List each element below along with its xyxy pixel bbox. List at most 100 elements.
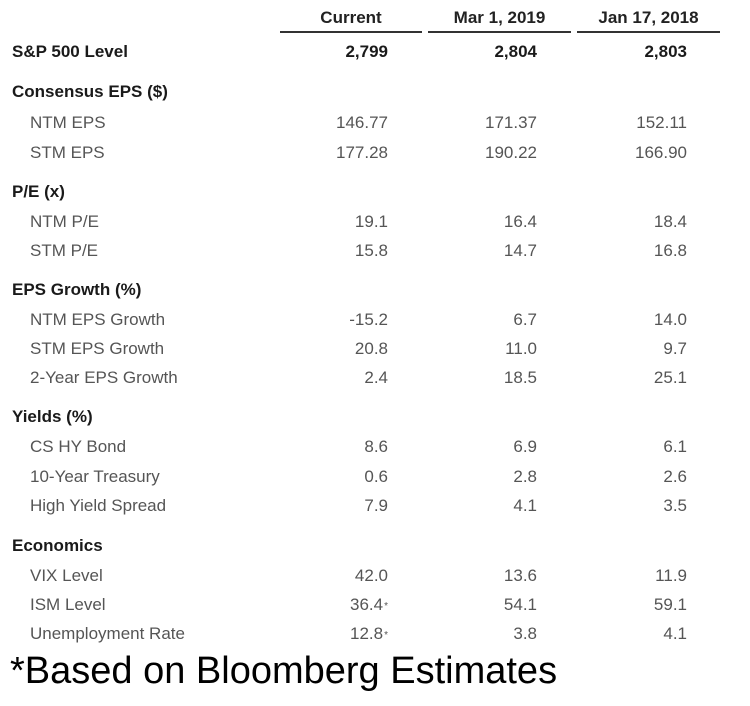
cell-jan-2018: 2.6 [663, 463, 687, 491]
table-row: STM EPS Growth 20.8 11.0 9.7 [0, 335, 750, 363]
cell-value: 16.4 [503, 212, 537, 231]
section-header: EPS Growth (%) [0, 276, 750, 304]
cell-value: 11.0 [505, 339, 537, 358]
row-label: Unemployment Rate [30, 624, 185, 643]
column-header-underline [280, 31, 422, 33]
column-header-current: Current [320, 8, 382, 27]
cell-value: 152.11 [636, 113, 687, 132]
cell-jan-2018: 16.8 [654, 237, 687, 265]
row-label: STM EPS [30, 143, 105, 162]
cell-value: 11.9 [655, 566, 687, 585]
row-label: NTM EPS [30, 113, 106, 132]
cell-value: 2,799 [345, 42, 388, 61]
cell-mar-2019: 54.1 [504, 591, 537, 619]
cell-value: 19.1 [354, 212, 388, 231]
column-header-underline [428, 31, 571, 33]
cell-value: 16.8 [653, 241, 687, 260]
cell-current: 36.4* [350, 591, 388, 619]
estimate-flag: * [384, 630, 388, 641]
section-header: Consensus EPS ($) [0, 78, 750, 106]
cell-jan-2018: 4.1 [663, 620, 687, 648]
cell-value: 36.4 [350, 595, 384, 614]
cell-mar-2019: 16.4 [504, 208, 537, 236]
cell-value: 146.77 [336, 113, 388, 132]
row-label: VIX Level [30, 566, 103, 585]
cell-value: 12.8 [350, 624, 384, 643]
table-row: 10-Year Treasury 0.6 2.8 2.6 [0, 463, 750, 491]
cell-value: 190.22 [485, 143, 537, 162]
table-row: CS HY Bond 8.6 6.9 6.1 [0, 433, 750, 461]
cell-mar-2019: 13.6 [504, 562, 537, 590]
cell-mar-2019: 3.8 [513, 620, 537, 648]
cell-current: 15.8 [355, 237, 388, 265]
table-row: S&P 500 Level 2,799 2,804 2,803 [0, 38, 750, 66]
cell-current: 2,799 [345, 38, 388, 66]
cell-current: 20.8 [355, 335, 388, 363]
cell-jan-2018: 166.90 [635, 139, 687, 167]
cell-current: 2.4 [364, 364, 388, 392]
cell-value: 42.0 [354, 566, 388, 585]
column-header-underline [577, 31, 720, 33]
table-row: NTM EPS 146.77 171.37 152.11 [0, 109, 750, 137]
cell-value: 0.6 [364, 467, 388, 486]
cell-mar-2019: 171.37 [485, 109, 537, 137]
cell-value: 13.6 [503, 566, 537, 585]
cell-value: 54.1 [503, 595, 537, 614]
cell-value: 8.6 [364, 437, 388, 456]
cell-value: -15.2 [349, 310, 388, 329]
cell-value: 25.1 [653, 368, 687, 387]
section-title: Yields (%) [12, 407, 93, 426]
cell-jan-2018: 25.1 [654, 364, 687, 392]
cell-value: 6.1 [663, 437, 687, 456]
table-row: STM P/E 15.8 14.7 16.8 [0, 237, 750, 265]
footnote: *Based on Bloomberg Estimates [10, 650, 558, 692]
row-label: CS HY Bond [30, 437, 127, 456]
cell-value: 2.4 [364, 368, 388, 387]
table-row: NTM EPS Growth -15.2 6.7 14.0 [0, 306, 750, 334]
cell-jan-2018: 2,803 [644, 38, 687, 66]
table-row: VIX Level 42.0 13.6 11.9 [0, 562, 750, 590]
cell-mar-2019: 4.1 [513, 492, 537, 520]
cell-value: 4.1 [513, 496, 537, 515]
cell-value: 3.8 [513, 624, 537, 643]
cell-current: 177.28 [336, 139, 388, 167]
cell-value: 6.9 [513, 437, 537, 456]
cell-current: 12.8* [350, 620, 388, 648]
cell-value: 177.28 [336, 143, 388, 162]
cell-current: 19.1 [355, 208, 388, 236]
cell-mar-2019: 6.9 [513, 433, 537, 461]
cell-value: 2,804 [494, 42, 537, 61]
cell-value: 20.8 [354, 339, 388, 358]
cell-mar-2019: 190.22 [485, 139, 537, 167]
cell-jan-2018: 14.0 [654, 306, 687, 334]
section-title: P/E (x) [12, 182, 65, 201]
cell-jan-2018: 9.7 [663, 335, 687, 363]
cell-value: 2,803 [644, 42, 687, 61]
cell-value: 166.90 [635, 143, 687, 162]
cell-jan-2018: 11.9 [655, 562, 687, 590]
row-label: STM EPS Growth [30, 339, 165, 358]
cell-jan-2018: 6.1 [663, 433, 687, 461]
cell-value: 18.5 [503, 368, 537, 387]
cell-current: 7.9 [364, 492, 388, 520]
table-row: ISM Level 36.4* 54.1 59.1 [0, 591, 750, 619]
cell-value: 7.9 [364, 496, 388, 515]
table-row: STM EPS 177.28 190.22 166.90 [0, 139, 750, 167]
table-row: NTM P/E 19.1 16.4 18.4 [0, 208, 750, 236]
cell-value: 2.8 [513, 467, 537, 486]
cell-value: 3.5 [663, 496, 687, 515]
cell-current: 42.0 [355, 562, 388, 590]
section-header: Yields (%) [0, 403, 750, 431]
row-label: 10-Year Treasury [30, 467, 160, 486]
cell-jan-2018: 59.1 [654, 591, 687, 619]
estimate-flag: * [384, 601, 388, 612]
cell-mar-2019: 6.7 [513, 306, 537, 334]
row-label: STM P/E [30, 241, 99, 260]
cell-value: 15.8 [354, 241, 388, 260]
cell-current: -15.2 [349, 306, 388, 334]
cell-value: 18.4 [653, 212, 687, 231]
table-row: Unemployment Rate 12.8* 3.8 4.1 [0, 620, 750, 648]
cell-mar-2019: 18.5 [504, 364, 537, 392]
cell-current: 0.6 [364, 463, 388, 491]
section-title: EPS Growth (%) [12, 280, 142, 299]
